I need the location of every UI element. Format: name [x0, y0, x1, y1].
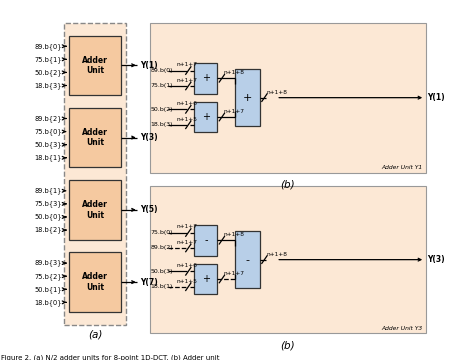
Text: 18.b{2}: 18.b{2} [35, 227, 62, 233]
Text: 75.b(0): 75.b(0) [151, 230, 173, 235]
Text: 89.b{1}: 89.b{1} [35, 188, 62, 194]
Text: 89.b(2): 89.b(2) [151, 246, 173, 251]
Text: 18.b{3}: 18.b{3} [35, 82, 62, 89]
Text: 89.b{2}: 89.b{2} [35, 115, 62, 122]
Text: Adder
Unit: Adder Unit [82, 128, 108, 147]
Text: +: + [202, 112, 210, 122]
Text: 89.b{3}: 89.b{3} [35, 260, 62, 266]
Text: 89.b(0): 89.b(0) [151, 68, 173, 73]
Bar [64, 23, 126, 325]
Text: (b): (b) [281, 179, 295, 189]
Text: n+1+7: n+1+7 [177, 224, 198, 229]
Text: 18.b(1): 18.b(1) [151, 284, 173, 289]
Text: (a): (a) [88, 330, 102, 340]
Bar [194, 102, 217, 132]
Text: 75.b(1): 75.b(1) [151, 84, 173, 89]
Text: Figure 2. (a) N/2 adder units for 8-point 1D-DCT. (b) Adder unit: Figure 2. (a) N/2 adder units for 8-poin… [0, 355, 219, 360]
Text: n+1+7: n+1+7 [177, 78, 198, 83]
Bar [69, 252, 121, 312]
Text: n+1+5: n+1+5 [177, 279, 198, 284]
Bar [235, 69, 260, 126]
Text: n+1+7: n+1+7 [177, 240, 198, 245]
Text: Adder
Unit: Adder Unit [82, 273, 108, 292]
Text: n+1+7: n+1+7 [177, 63, 198, 67]
Text: n+1+8: n+1+8 [223, 232, 244, 237]
Bar [69, 180, 121, 240]
Text: -: - [204, 235, 208, 245]
Text: Adder Unit Y1: Adder Unit Y1 [381, 165, 422, 170]
Text: n+1+6: n+1+6 [177, 263, 198, 268]
Text: 50.b(3): 50.b(3) [151, 269, 173, 274]
Text: 89.b{0}: 89.b{0} [35, 43, 62, 50]
Text: +: + [243, 93, 252, 103]
Text: 75.b{1}: 75.b{1} [35, 56, 62, 63]
Text: n+1+6: n+1+6 [177, 101, 198, 106]
Text: 50.b{2}: 50.b{2} [35, 69, 62, 76]
Text: +: + [202, 73, 210, 83]
Text: Y(7): Y(7) [140, 278, 158, 287]
Text: 18.b{0}: 18.b{0} [35, 299, 62, 306]
Text: n+1+5: n+1+5 [177, 117, 198, 122]
Text: Y(3): Y(3) [140, 133, 158, 142]
Text: Y(3): Y(3) [427, 255, 445, 264]
Text: Y(1): Y(1) [427, 93, 445, 102]
Bar [235, 231, 260, 288]
Bar [194, 63, 217, 94]
Text: n+1+8: n+1+8 [266, 252, 287, 257]
Text: Y(5): Y(5) [140, 205, 158, 214]
Bar [194, 225, 217, 256]
Bar [69, 36, 121, 95]
Text: n+1+8: n+1+8 [223, 70, 244, 75]
Text: 18.b{1}: 18.b{1} [35, 154, 62, 161]
Text: 75.b{3}: 75.b{3} [35, 201, 62, 207]
Text: +: + [202, 274, 210, 284]
Text: 75.b{2}: 75.b{2} [35, 273, 62, 280]
Text: 18.b(3): 18.b(3) [151, 122, 173, 127]
Bar [150, 186, 426, 333]
Text: Adder Unit Y3: Adder Unit Y3 [381, 326, 422, 331]
Text: (b): (b) [281, 340, 295, 350]
Text: n+1+7: n+1+7 [223, 271, 244, 276]
Text: n+1+8: n+1+8 [266, 90, 287, 95]
Text: Adder
Unit: Adder Unit [82, 200, 108, 220]
Text: 50.b(2): 50.b(2) [151, 107, 173, 112]
Text: 75.b{0}: 75.b{0} [35, 128, 62, 135]
Text: 50.b{0}: 50.b{0} [35, 213, 62, 220]
Text: 50.b{1}: 50.b{1} [35, 286, 62, 293]
Text: 50.b{3}: 50.b{3} [35, 141, 62, 148]
Bar [150, 23, 426, 172]
Text: -: - [246, 255, 249, 265]
Text: Adder
Unit: Adder Unit [82, 55, 108, 75]
Bar [194, 264, 217, 294]
Text: n+1+7: n+1+7 [223, 109, 244, 114]
Text: Y(1): Y(1) [140, 61, 158, 70]
Bar [69, 108, 121, 167]
